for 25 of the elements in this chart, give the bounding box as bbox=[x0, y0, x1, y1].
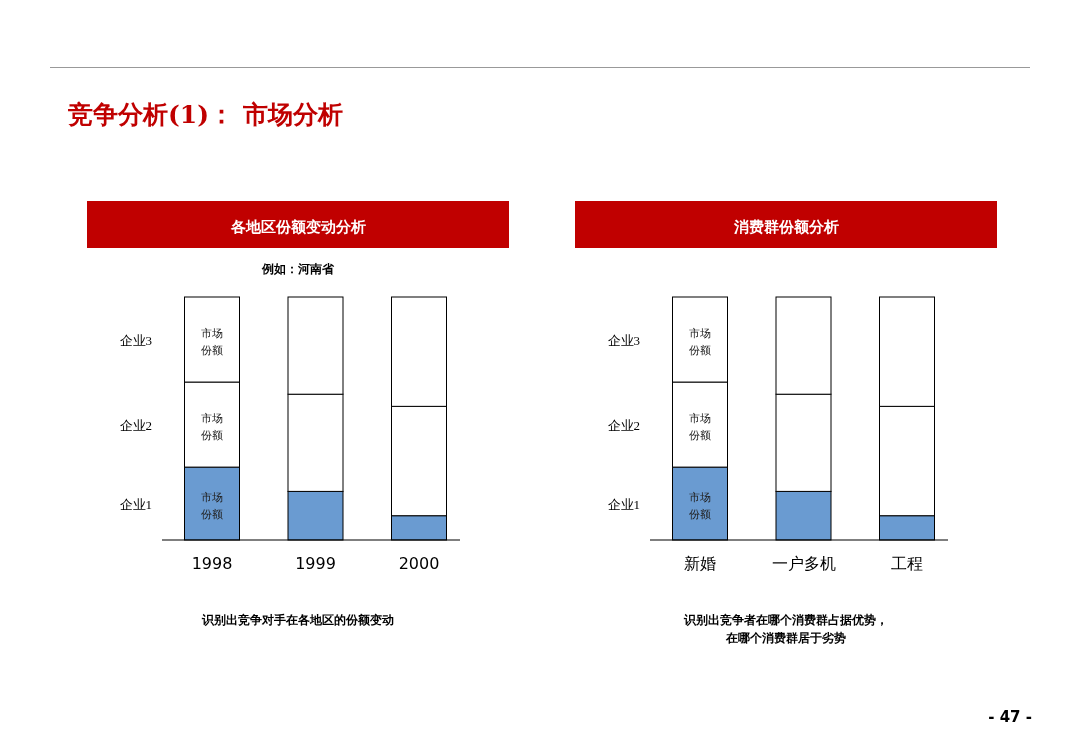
text: 企业2 bbox=[607, 417, 640, 433]
x-tick-label: 1998 bbox=[191, 554, 233, 573]
text: 企业3 bbox=[119, 332, 152, 348]
x-tick-label: 2000 bbox=[398, 554, 440, 573]
text: 识别出竞争者在哪个消费群占据优势，在哪个消费群居于劣势 bbox=[683, 613, 888, 645]
text: 竞争分析(1)： 市场分析 bbox=[67, 100, 343, 129]
text: 识别出竞争对手在各地区的份额变动 bbox=[201, 613, 394, 627]
annotation: 市场份额 bbox=[689, 490, 711, 521]
x-tick-label: 新婚 bbox=[684, 554, 716, 573]
x-tick-label: 一户多机 bbox=[771, 554, 836, 573]
annotation: 市场份额 bbox=[689, 326, 711, 357]
x-tick-label: 工程 bbox=[891, 554, 923, 573]
chart-title: 各地区份额变动分析 bbox=[229, 218, 366, 236]
x-tick-label: 1999 bbox=[295, 554, 336, 573]
annotation: 市场份额 bbox=[201, 490, 223, 521]
annotation: 市场份额 bbox=[201, 326, 223, 357]
annotation: 市场份额 bbox=[689, 411, 711, 442]
annotation: 市场份额 bbox=[201, 411, 223, 442]
text: 企业1 bbox=[119, 496, 152, 512]
text: - 47 - bbox=[988, 708, 1032, 726]
text: 企业3 bbox=[607, 332, 640, 348]
chart-title: 消费群份额分析 bbox=[732, 218, 839, 236]
text: 企业1 bbox=[607, 496, 640, 512]
chart-subtitle: 例如：河南省 bbox=[261, 262, 335, 276]
text: 企业2 bbox=[119, 417, 152, 433]
